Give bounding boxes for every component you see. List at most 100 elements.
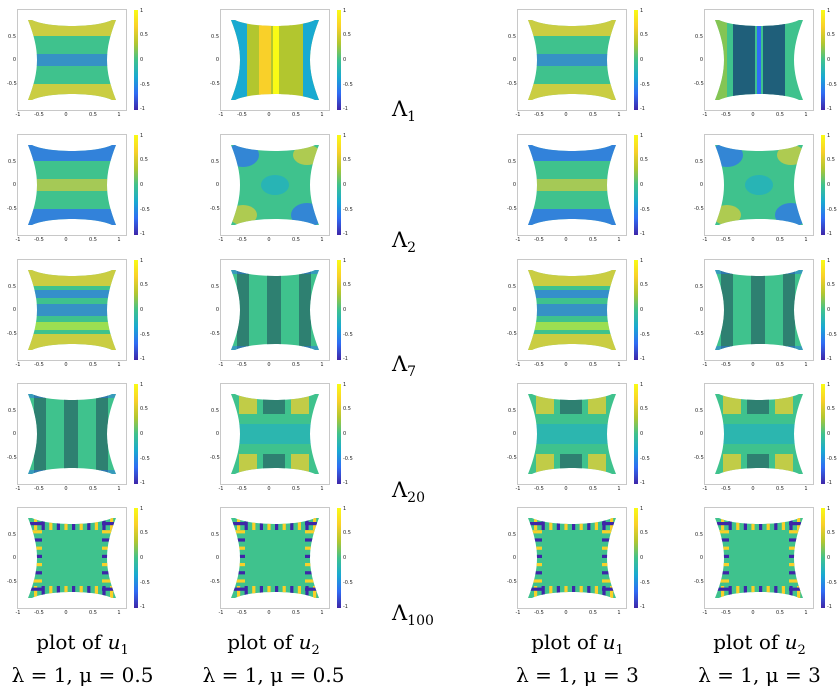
colorbar-tick-label: -1 <box>827 356 832 362</box>
colorbar-tick-label: -1 <box>827 480 832 486</box>
x-tick-label: 1 <box>117 610 121 616</box>
y-tick-label: 0.5 <box>8 408 16 414</box>
colorbar-tick-label: -0.5 <box>343 82 353 88</box>
x-tick-label: -1 <box>515 112 521 118</box>
x-tick-label: -0.5 <box>34 112 44 118</box>
y-tick-label: -0.5 <box>7 579 17 585</box>
colorbar-tick-label: -1 <box>827 604 832 610</box>
colorbar-tick-label: 0 <box>140 555 144 561</box>
y-tick-label: -0.5 <box>7 331 17 337</box>
x-tick-label: -0.5 <box>237 112 247 118</box>
x-tick-label: 0.5 <box>776 362 784 368</box>
x-tick-label: -1 <box>15 237 21 243</box>
x-tick-label: 0.5 <box>589 486 597 492</box>
x-tick-label: 0 <box>564 610 568 616</box>
colorbar-tick-label: -1 <box>640 106 645 112</box>
x-tick-label: -1 <box>515 486 521 492</box>
colorbar-tick-label: 1 <box>640 8 644 14</box>
caption-col4: plot of u2 λ = 1, μ = 3 <box>698 630 821 687</box>
colorbar-tick-label: -0.5 <box>343 332 353 338</box>
x-tick-label: 0.5 <box>589 362 597 368</box>
y-tick-label: 0 <box>215 182 219 188</box>
colorbar-tick-label: -0.5 <box>640 580 650 586</box>
y-tick-label: 0 <box>512 555 516 561</box>
x-tick-label: -0.5 <box>721 112 731 118</box>
x-tick-label: 0 <box>564 486 568 492</box>
colorbar-tick-label: -0.5 <box>343 580 353 586</box>
x-tick-label: 0 <box>564 112 568 118</box>
domain-heatmap <box>528 20 616 100</box>
colorbar-tick-label: -1 <box>140 356 145 362</box>
colorbar-tick-label: 1 <box>640 133 644 139</box>
plot-area <box>220 9 330 111</box>
colorbar-tick-label: -0.5 <box>640 332 650 338</box>
colorbar-tick-label: -0.5 <box>640 207 650 213</box>
x-tick-label: 0 <box>751 486 755 492</box>
x-tick-label: -1 <box>702 112 708 118</box>
x-tick-label: 0.5 <box>89 362 97 368</box>
panel-r2-c1: 0.5 0 -0.5 -1 -0.5 0 0.5 1 1 0.5 0 -0.5 -1 <box>3 131 150 243</box>
colorbar-tick-label: -0.5 <box>827 207 837 213</box>
plot-area <box>704 507 814 609</box>
y-tick-label: 0 <box>215 57 219 63</box>
colorbar-tick-label: 0.5 <box>343 530 351 536</box>
colorbar-tick-label: 0 <box>640 307 644 313</box>
panel-r4-c1: 0.5 0 -0.5 -1 -0.5 0 0.5 1 1 0.5 0 -0.5 -1 <box>3 380 150 492</box>
y-tick-label: 0 <box>699 307 703 313</box>
x-tick-label: 1 <box>320 112 324 118</box>
colorbar-tick-label: -0.5 <box>640 456 650 462</box>
colorbar-tick-label: -0.5 <box>140 82 150 88</box>
colorbar <box>634 384 638 484</box>
y-tick-label: -0.5 <box>507 81 517 87</box>
row-label-2: Λ2 <box>392 228 417 257</box>
y-tick-label: 0 <box>699 431 703 437</box>
x-tick-label: 0.5 <box>292 112 300 118</box>
colorbar-tick-label: 1 <box>827 258 831 264</box>
x-tick-label: 0.5 <box>292 237 300 243</box>
colorbar-tick-label: 1 <box>343 133 347 139</box>
panel-r5-c2: 0.5 0 -0.5 -1 -0.5 0 0.5 1 1 0.5 0 -0.5 -1 <box>206 504 353 616</box>
row-label-100: Λ100 <box>392 601 434 630</box>
colorbar-tick-label: 0 <box>140 431 144 437</box>
y-tick-label: -0.5 <box>210 81 220 87</box>
domain-heatmap <box>715 145 803 225</box>
colorbar-tick-label: 0 <box>140 57 144 63</box>
x-tick-label: 0 <box>267 486 271 492</box>
domain-heatmap <box>28 145 116 225</box>
panel-r2-c4: 0.5 0 -0.5 -1 -0.5 0 0.5 1 1 0.5 0 -0.5 -1 <box>690 131 837 243</box>
colorbar-tick-label: -1 <box>827 231 832 237</box>
colorbar <box>821 260 825 360</box>
x-tick-label: 0 <box>267 237 271 243</box>
y-tick-label: 0 <box>12 307 16 313</box>
domain-heatmap <box>28 270 116 350</box>
x-tick-label: 0 <box>64 486 68 492</box>
y-tick-label: -0.5 <box>210 579 220 585</box>
colorbar <box>821 135 825 235</box>
colorbar-tick-label: 1 <box>343 506 347 512</box>
plot-area <box>704 259 814 361</box>
colorbar-tick-label: -0.5 <box>640 82 650 88</box>
colorbar-tick-label: -1 <box>140 106 145 112</box>
x-tick-label: -0.5 <box>534 112 544 118</box>
panel-r3-c3: 0.5 0 -0.5 -1 -0.5 0 0.5 1 1 0.5 0 -0.5 -1 <box>503 256 650 368</box>
x-tick-label: 0 <box>751 362 755 368</box>
y-tick-label: 0.5 <box>211 408 219 414</box>
colorbar-tick-label: 0 <box>140 182 144 188</box>
colorbar <box>634 508 638 608</box>
x-tick-label: 0.5 <box>292 610 300 616</box>
x-tick-label: 0 <box>267 362 271 368</box>
x-tick-label: -1 <box>515 362 521 368</box>
x-tick-label: -0.5 <box>34 362 44 368</box>
y-tick-label: -0.5 <box>210 206 220 212</box>
caption-col1: plot of u1 λ = 1, μ = 0.5 <box>11 630 154 687</box>
colorbar <box>134 10 138 110</box>
x-tick-label: -1 <box>218 362 224 368</box>
domain-heatmap <box>231 145 319 225</box>
y-tick-label: -0.5 <box>7 81 17 87</box>
colorbar-tick-label: -1 <box>343 480 348 486</box>
colorbar <box>134 508 138 608</box>
y-tick-label: 0.5 <box>508 408 516 414</box>
y-tick-label: 0.5 <box>8 34 16 40</box>
colorbar-tick-label: -0.5 <box>343 456 353 462</box>
caption-col2: plot of u2 λ = 1, μ = 0.5 <box>202 630 345 687</box>
